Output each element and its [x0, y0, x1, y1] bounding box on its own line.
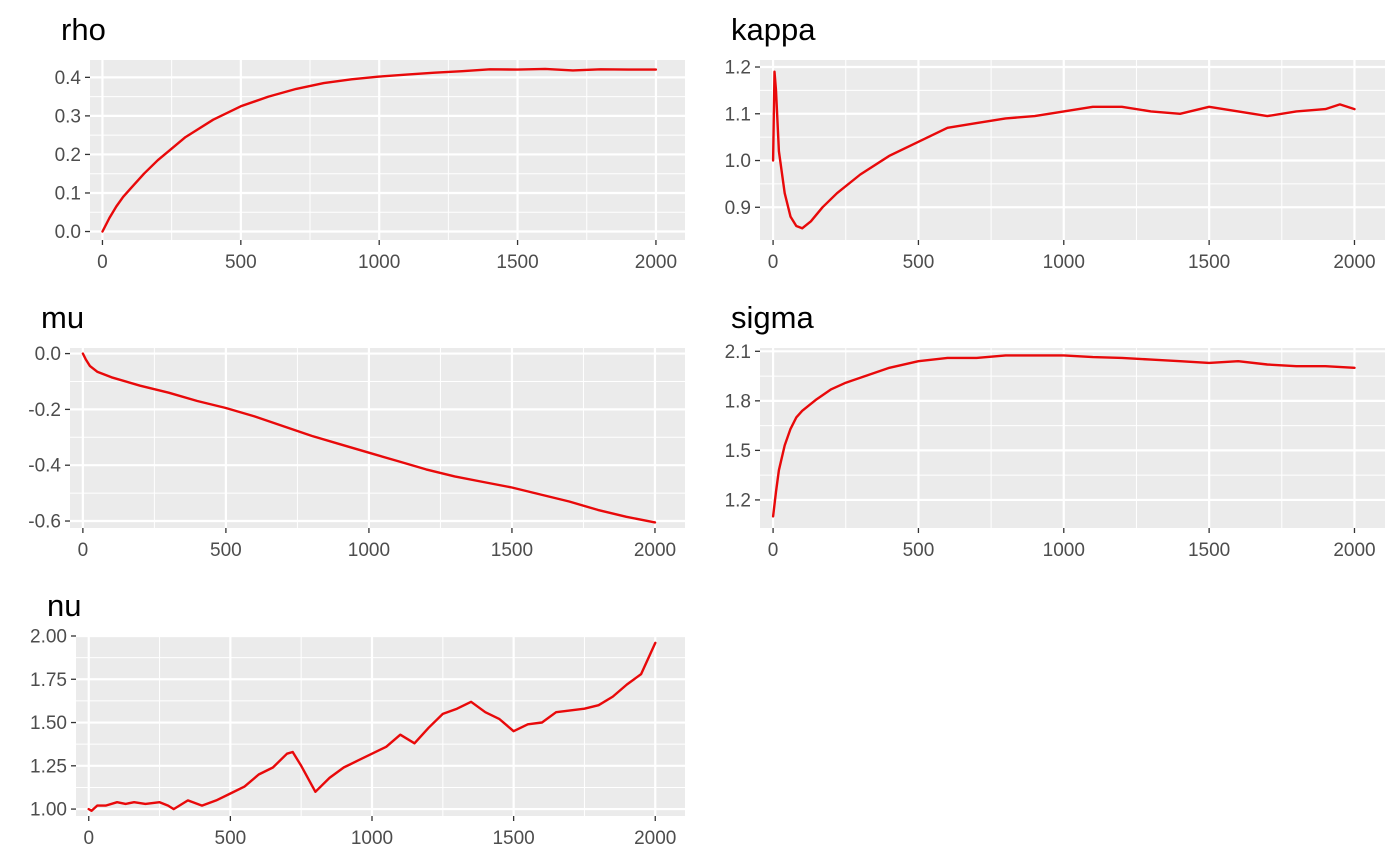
rho-series-line — [101, 67, 658, 233]
sigma-tick-label-x: 500 — [903, 540, 935, 561]
sigma-title: sigma — [731, 300, 814, 335]
kappa-tick-label-x: 1500 — [1188, 252, 1230, 273]
sigma-tick-label-y: 2.1 — [725, 342, 751, 363]
nu-series-line — [87, 641, 657, 813]
kappa-title: kappa — [731, 12, 816, 47]
kappa-tick-label-x: 500 — [903, 252, 935, 273]
nu-tick-label-x: 1000 — [351, 828, 393, 849]
sigma-tick-label-y: 1.5 — [725, 441, 751, 462]
nu-tick-label-y: 1.25 — [30, 756, 67, 777]
panel-mu: mu 0 500 1000 1500 2000 0.0 -0.2 -0.4 -0.6 — [0, 288, 700, 576]
kappa-tick-label-x: 0 — [768, 252, 779, 273]
sigma-tick-label-x: 2000 — [1333, 540, 1375, 561]
mu-tick-label-y: -0.6 — [28, 512, 61, 533]
mu-tick-label-x: 1500 — [491, 540, 533, 561]
nu-tick-label-x: 500 — [215, 828, 247, 849]
chart-sigma: sigma 0 500 1000 1500 2000 1.2 1.5 1.8 2.1 — [725, 300, 1385, 561]
sigma-tick-label-x: 0 — [768, 540, 779, 561]
sigma-tick-label-y: 1.2 — [725, 490, 751, 511]
chart-nu: nu 0 500 1000 1500 2000 1.00 1.25 1.50 1.75 2.00 — [30, 588, 685, 849]
rho-tick-label-y: 0.1 — [55, 183, 81, 204]
panel-rho: rho 0 500 1000 1500 2000 0.0 0.1 0.2 0.3 0.4 — [0, 0, 700, 288]
mu-plot-background — [70, 348, 685, 528]
rho-tick-label-y: 0.3 — [55, 106, 81, 127]
mu-tick-label-x: 500 — [210, 540, 242, 561]
nu-tick-label-y: 1.00 — [30, 800, 67, 821]
panel-sigma: sigma 0 500 1000 1500 2000 1.2 1.5 1.8 2.1 — [700, 288, 1400, 576]
nu-tick-label-y: 1.75 — [30, 670, 67, 691]
sigma-tick-label-y: 1.8 — [725, 391, 751, 412]
kappa-plot-background — [760, 60, 1385, 240]
chart-kappa: kappa 0 500 1000 1500 2000 0.9 1.0 1.1 1.2 — [725, 12, 1385, 273]
kappa-tick-label-x: 1000 — [1043, 252, 1085, 273]
rho-tick-label-x: 500 — [225, 252, 257, 273]
nu-tick-label-x: 0 — [83, 828, 94, 849]
nu-title: nu — [47, 588, 81, 623]
nu-tick-label-x: 2000 — [634, 828, 676, 849]
mu-title: mu — [41, 300, 84, 335]
kappa-tick-label-y: 1.1 — [725, 104, 751, 125]
mu-tick-label-y: -0.2 — [28, 400, 61, 421]
nu-tick-label-y: 1.50 — [30, 713, 67, 734]
chart-mu: mu 0 500 1000 1500 2000 0.0 -0.2 -0.4 -0.6 — [28, 300, 685, 561]
nu-plot-background — [76, 636, 685, 816]
rho-tick-label-y: 0.2 — [55, 145, 81, 166]
rho-tick-label-y: 0.0 — [55, 222, 81, 243]
panel-kappa: kappa 0 500 1000 1500 2000 0.9 1.0 1.1 1.2 — [700, 0, 1400, 288]
rho-title: rho — [61, 12, 106, 47]
sigma-tick-label-x: 1000 — [1043, 540, 1085, 561]
rho-tick-label-x: 2000 — [635, 252, 677, 273]
mu-tick-label-x: 2000 — [634, 540, 676, 561]
mu-tick-label-x: 1000 — [348, 540, 390, 561]
chart-rho: rho 0 500 1000 1500 2000 0.0 0.1 0.2 0.3 0.4 — [55, 12, 685, 273]
panel-nu: nu 0 500 1000 1500 2000 1.00 1.25 1.50 1.75 2.00 — [0, 576, 700, 864]
kappa-tick-label-x: 2000 — [1333, 252, 1375, 273]
nu-tick-label-y: 2.00 — [30, 627, 67, 648]
rho-plot-background — [90, 60, 685, 240]
mu-series-line — [81, 352, 657, 524]
rho-tick-label-x: 0 — [97, 252, 108, 273]
kappa-tick-label-y: 1.0 — [725, 151, 751, 172]
mu-tick-label-y: -0.4 — [28, 456, 61, 477]
sigma-series-line — [771, 354, 1356, 518]
rho-tick-label-y: 0.4 — [55, 68, 82, 89]
kappa-series-line — [771, 70, 1356, 230]
kappa-tick-label-y: 0.9 — [725, 198, 751, 219]
mu-tick-label-y: 0.0 — [35, 344, 61, 365]
nu-tick-label-x: 1500 — [492, 828, 534, 849]
kappa-tick-label-y: 1.2 — [725, 58, 751, 79]
sigma-plot-background — [760, 348, 1385, 528]
rho-tick-label-x: 1000 — [358, 252, 400, 273]
rho-tick-label-x: 1500 — [496, 252, 538, 273]
mu-tick-label-x: 0 — [78, 540, 89, 561]
sigma-tick-label-x: 1500 — [1188, 540, 1230, 561]
